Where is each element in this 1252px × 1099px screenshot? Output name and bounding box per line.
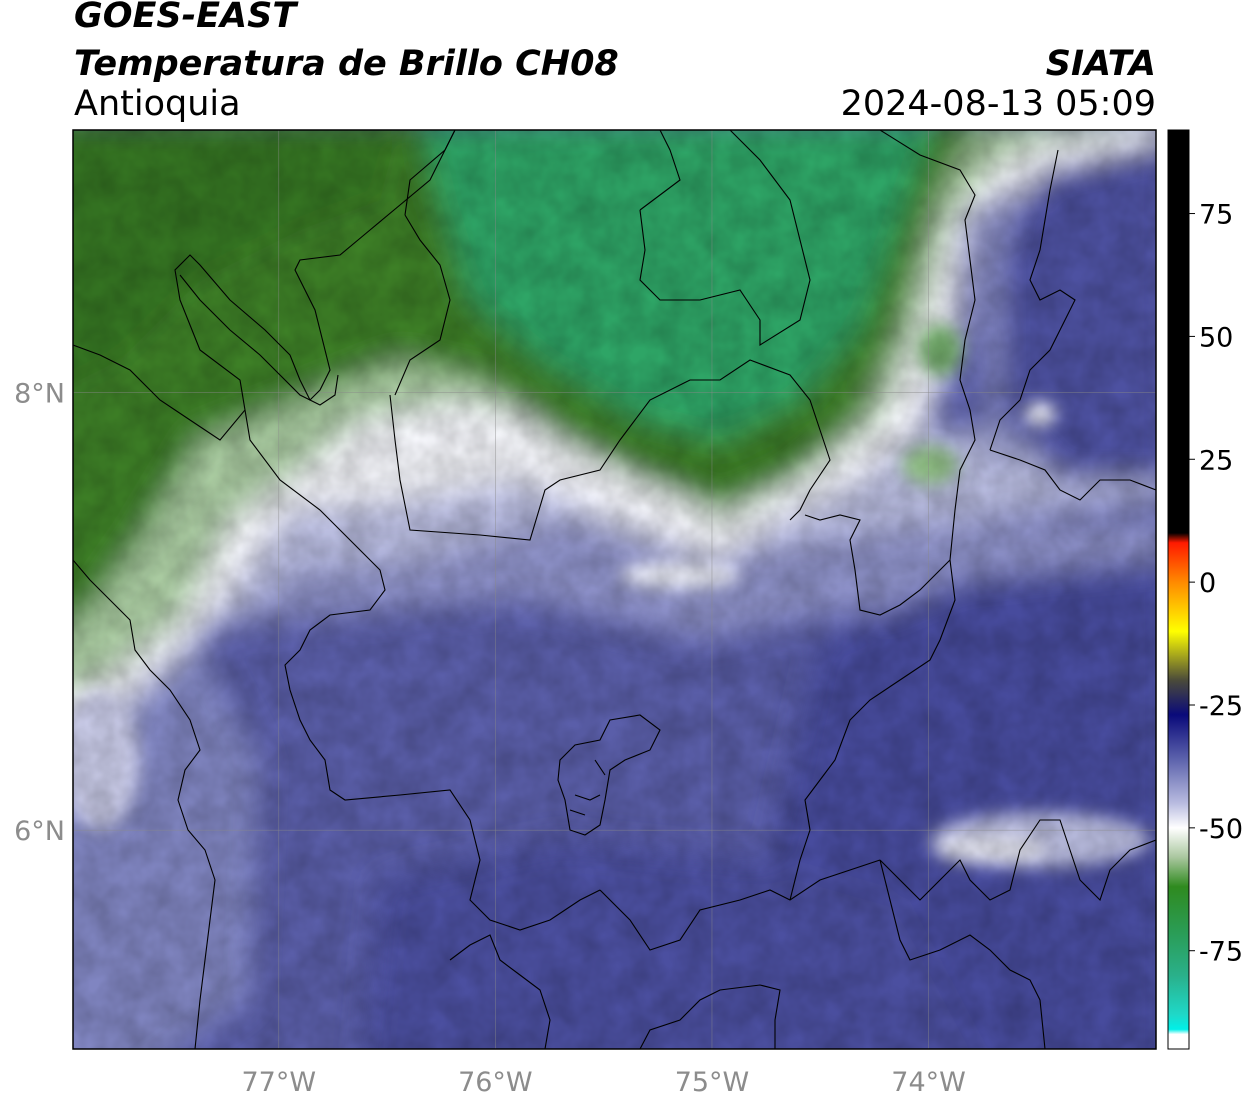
lat-tick-label: 8°N: [14, 379, 65, 410]
lon-tick-label: 76°W: [458, 1067, 533, 1098]
graticule-lines: [73, 130, 1156, 1049]
border-santander-east: [804, 514, 951, 616]
border-medellin-inner: [569, 759, 606, 816]
datetime-label: 2024-08-13 05:09: [840, 84, 1156, 124]
border-sucre: [639, 130, 811, 346]
border-medellin-area: [557, 714, 661, 836]
colorbar-tick-label: 25: [1199, 445, 1233, 476]
colorbar-ramp: [1168, 130, 1189, 1049]
organization-label: SIATA: [1045, 44, 1156, 84]
border-antioquia-north: [389, 359, 831, 541]
field-texture: [73, 130, 1156, 1049]
colorbar-tick-label: 0: [1199, 568, 1216, 599]
border-east-outline2: [989, 449, 1156, 501]
colorbar-tick-label: 75: [1199, 200, 1233, 231]
colorbar-ticks: 75 50 25 0 -25 -50 -75: [1189, 200, 1243, 968]
colorbar-tick-label: -75: [1199, 937, 1243, 968]
border-south-east: [879, 819, 1156, 902]
border-east-outline: [989, 149, 1076, 451]
colorbar-tick-label: -50: [1199, 814, 1243, 845]
lat-tick-label: 6°N: [14, 816, 65, 847]
administrative-borders: [73, 130, 1156, 1049]
title-product: Temperatura de Brillo CH08: [74, 44, 619, 84]
colorbar: 75 50 25 0 -25 -50 -75: [1167, 129, 1243, 1050]
title-region: Antioquia: [74, 84, 241, 124]
lon-tick-label: 74°W: [891, 1067, 966, 1098]
border-bolivar-north: [404, 130, 456, 216]
lon-tick-label: 77°W: [241, 1067, 316, 1098]
border-risaralda: [449, 934, 551, 1049]
border-bolivar-east: [789, 130, 976, 901]
map-frame: [72, 129, 1157, 1050]
latitude-tick-labels: 8°N 6°N: [14, 379, 65, 848]
title-satellite: GOES-EAST: [74, 0, 297, 36]
colorbar-frame: [1167, 129, 1190, 1050]
border-cordoba: [394, 214, 451, 396]
colorbar-tick-label: 50: [1199, 322, 1233, 353]
coastline-west-pacific: [73, 559, 216, 1049]
brightness-temperature-field: [73, 130, 1156, 1049]
longitude-tick-labels: 77°W 76°W 75°W 74°W: [241, 1067, 965, 1098]
border-south-boyaca: [879, 859, 1046, 1049]
border-choco-antioquia: [244, 409, 601, 931]
colorbar-tick-label: -25: [1199, 691, 1243, 722]
border-sucre-west: [639, 130, 681, 211]
border-south-central: [599, 859, 881, 951]
border-caldas: [639, 984, 781, 1049]
coastline-uraba-inner: [179, 274, 339, 406]
lon-tick-label: 75°W: [675, 1067, 750, 1098]
coastline-uraba: [73, 130, 456, 441]
